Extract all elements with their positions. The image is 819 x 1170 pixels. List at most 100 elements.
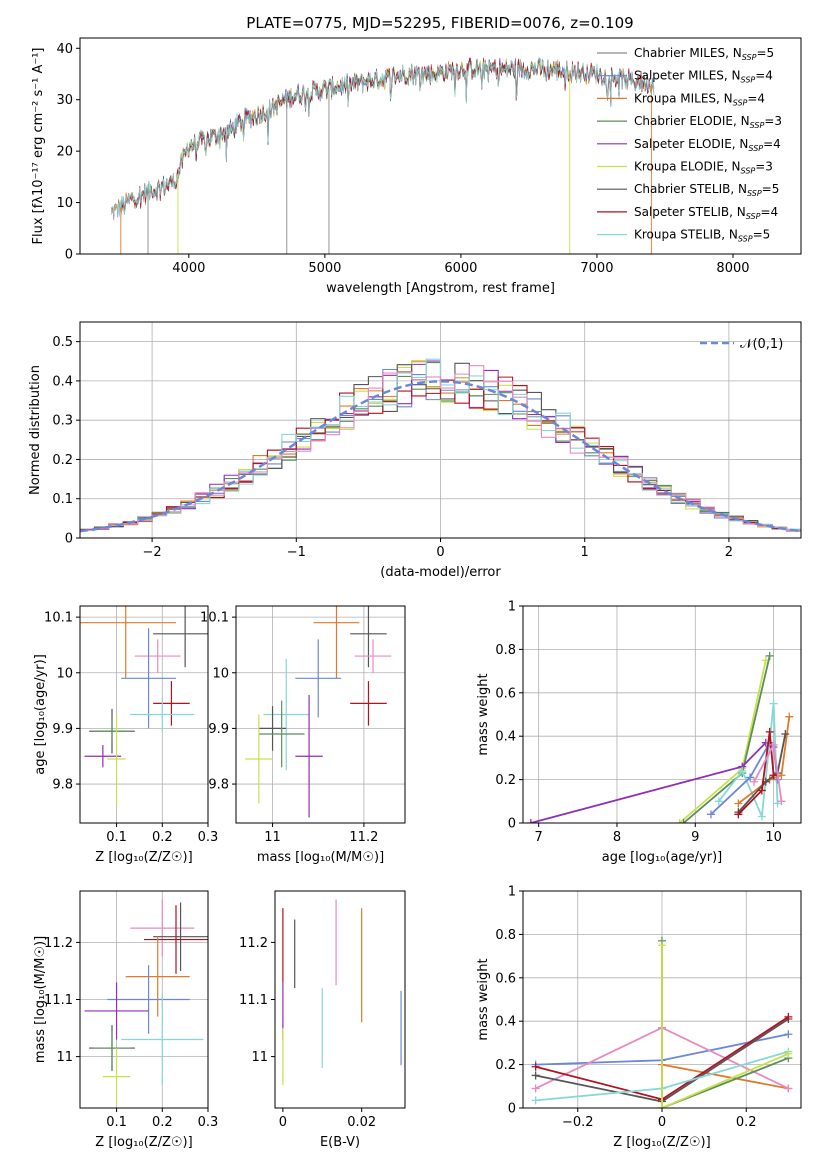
- error-cross: [130, 899, 195, 957]
- data-point: [757, 812, 766, 821]
- y-tick-label: 0.2: [495, 773, 516, 788]
- error-cross: [93, 1030, 131, 1066]
- y-axis-label: mass [log₁₀(M/M☉)]: [33, 936, 48, 1063]
- figure-title: PLATE=0775, MJD=52295, FIBERID=0076, z=0…: [246, 14, 633, 32]
- plot-area: [526, 651, 794, 823]
- legend-label: Kroupa ELODIE, NSSP=3: [634, 160, 773, 176]
- x-tick-label: 5000: [308, 261, 341, 276]
- legend-label: 𝒩(0,1): [740, 337, 783, 352]
- error-cross: [258, 700, 305, 768]
- data-point: [658, 941, 666, 950]
- error-cross: [121, 628, 176, 729]
- error-cross: [80, 606, 176, 679]
- panel-5: 7 8 9 10 0 0.2 0.4 0.6 0.8 1 age [log₁₀(age/yr)] ma…: [476, 600, 802, 865]
- legend-label: Chabrier MILES, NSSP=5: [634, 46, 774, 62]
- x-tick-label: 0.1: [106, 1115, 127, 1130]
- legend-label: Kroupa MILES, NSSP=4: [634, 91, 765, 107]
- data-point: [531, 1084, 540, 1093]
- x-tick-label: 0.2: [152, 1115, 173, 1130]
- x-tick-label: 8: [613, 830, 621, 845]
- y-axis-label: Flux [fλ10⁻¹⁷ erg cm⁻² s⁻¹ A⁻¹]: [31, 48, 46, 245]
- plot-area: [110, 56, 655, 254]
- panel-1: 4000 5000 6000 7000 8000 0 10 20 30 40 wavelength …: [31, 37, 802, 296]
- x-tick-label: −2: [143, 545, 162, 560]
- y-tick-label: 0.1: [52, 492, 73, 507]
- y-tick-label: 0.4: [495, 730, 516, 745]
- x-tick-label: 9: [691, 830, 699, 845]
- x-tick-label: 0.02: [347, 1115, 376, 1130]
- y-tick-label: 9.9: [52, 722, 73, 737]
- x-axis-label: wavelength [Angstrom, rest frame]: [326, 281, 555, 296]
- data-point: [777, 797, 786, 806]
- y-tick-label: 11: [56, 1050, 73, 1065]
- data-point: [784, 1012, 793, 1021]
- data-point: [531, 1071, 540, 1080]
- error-cross: [153, 902, 208, 971]
- error-cross: [130, 697, 195, 732]
- x-tick-label: 6000: [444, 261, 477, 276]
- error-cross: [84, 982, 149, 1040]
- panels: 4000 5000 6000 7000 8 0 0 0 0 10 20 30 40 wavelength …: [28, 37, 802, 1150]
- x-tick-label: 11.2: [349, 830, 378, 845]
- error-cross: [84, 745, 122, 768]
- histogram-step: [80, 358, 801, 532]
- histogram-step: [80, 365, 801, 532]
- error-cross: [350, 681, 387, 726]
- error-cross: [354, 639, 392, 673]
- data-point: [531, 1062, 540, 1071]
- x-tick-label: 0.2: [152, 830, 173, 845]
- y-tick-label: 20: [56, 145, 73, 160]
- y-tick-label: 0.8: [495, 928, 516, 943]
- legend-label: Kroupa STELIB, NSSP=5: [634, 228, 770, 244]
- data-point: [769, 699, 778, 708]
- y-tick-label: 0.3: [52, 414, 73, 429]
- axes-frame: [522, 605, 802, 824]
- x-tick-label: 4000: [172, 261, 205, 276]
- error-cross: [245, 714, 273, 804]
- x-tick-label: 0.3: [198, 1115, 219, 1130]
- data-point: [706, 810, 715, 819]
- data-point: [784, 1030, 793, 1039]
- data-point: [746, 773, 755, 782]
- data-point: [734, 810, 743, 819]
- y-axis-label: mass weight: [476, 958, 491, 1040]
- y-tick-label: 10.1: [44, 611, 73, 626]
- y-tick-label: 30: [56, 93, 73, 108]
- x-tick-label: 1: [581, 545, 589, 560]
- y-tick-label: 10: [56, 196, 73, 211]
- legend-label: Salpeter ELODIE, NSSP=4: [634, 137, 781, 153]
- x-axis-label: Z [log₁₀(Z/Z☉)]: [95, 1135, 192, 1150]
- error-cross: [121, 993, 204, 1086]
- plot-area: [84, 899, 208, 1106]
- series-line: [661, 945, 789, 1108]
- x-tick-label: 10: [765, 830, 782, 845]
- x-axis-label: Z [log₁₀(Z/Z☉)]: [613, 1135, 710, 1150]
- data-point: [765, 651, 774, 660]
- y-tick-label: 10: [56, 666, 73, 681]
- axes-frame: [235, 605, 406, 824]
- y-tick-label: 40: [56, 42, 73, 57]
- panel-7: 0 0.02 11 11.1 11.2 E(B-V): [239, 890, 406, 1150]
- data-point: [675, 819, 684, 823]
- y-tick-label: 0.4: [495, 1015, 516, 1030]
- y-tick-label: 10: [212, 666, 229, 681]
- x-axis-label: mass [log₁₀(M/M☉)]: [257, 850, 384, 865]
- y-tick-label: 0: [508, 817, 516, 832]
- plot-area: [80, 358, 801, 533]
- error-cross: [313, 606, 360, 679]
- y-tick-label: 0: [65, 532, 73, 547]
- panel-3: 0.1 0.2 0.3 9.8 9.9 10 10.1 Z [log₁₀(Z/Z☉)] age …: [33, 605, 219, 865]
- data-point: [765, 727, 774, 736]
- plot-area: [531, 936, 793, 1108]
- y-tick-label: 1: [508, 885, 516, 900]
- x-tick-label: 7: [535, 830, 543, 845]
- axes-frame: [79, 37, 802, 255]
- data-point: [769, 740, 778, 749]
- x-tick-label: 0: [279, 1115, 287, 1130]
- x-tick-label: 7000: [580, 261, 613, 276]
- x-tick-label: 0.2: [736, 1115, 757, 1130]
- y-tick-label: 0: [508, 1102, 516, 1117]
- x-tick-label: 0.3: [198, 830, 219, 845]
- legend-label: Chabrier STELIB, NSSP=5: [634, 182, 779, 198]
- y-axis-label: Normed distribution: [28, 365, 43, 495]
